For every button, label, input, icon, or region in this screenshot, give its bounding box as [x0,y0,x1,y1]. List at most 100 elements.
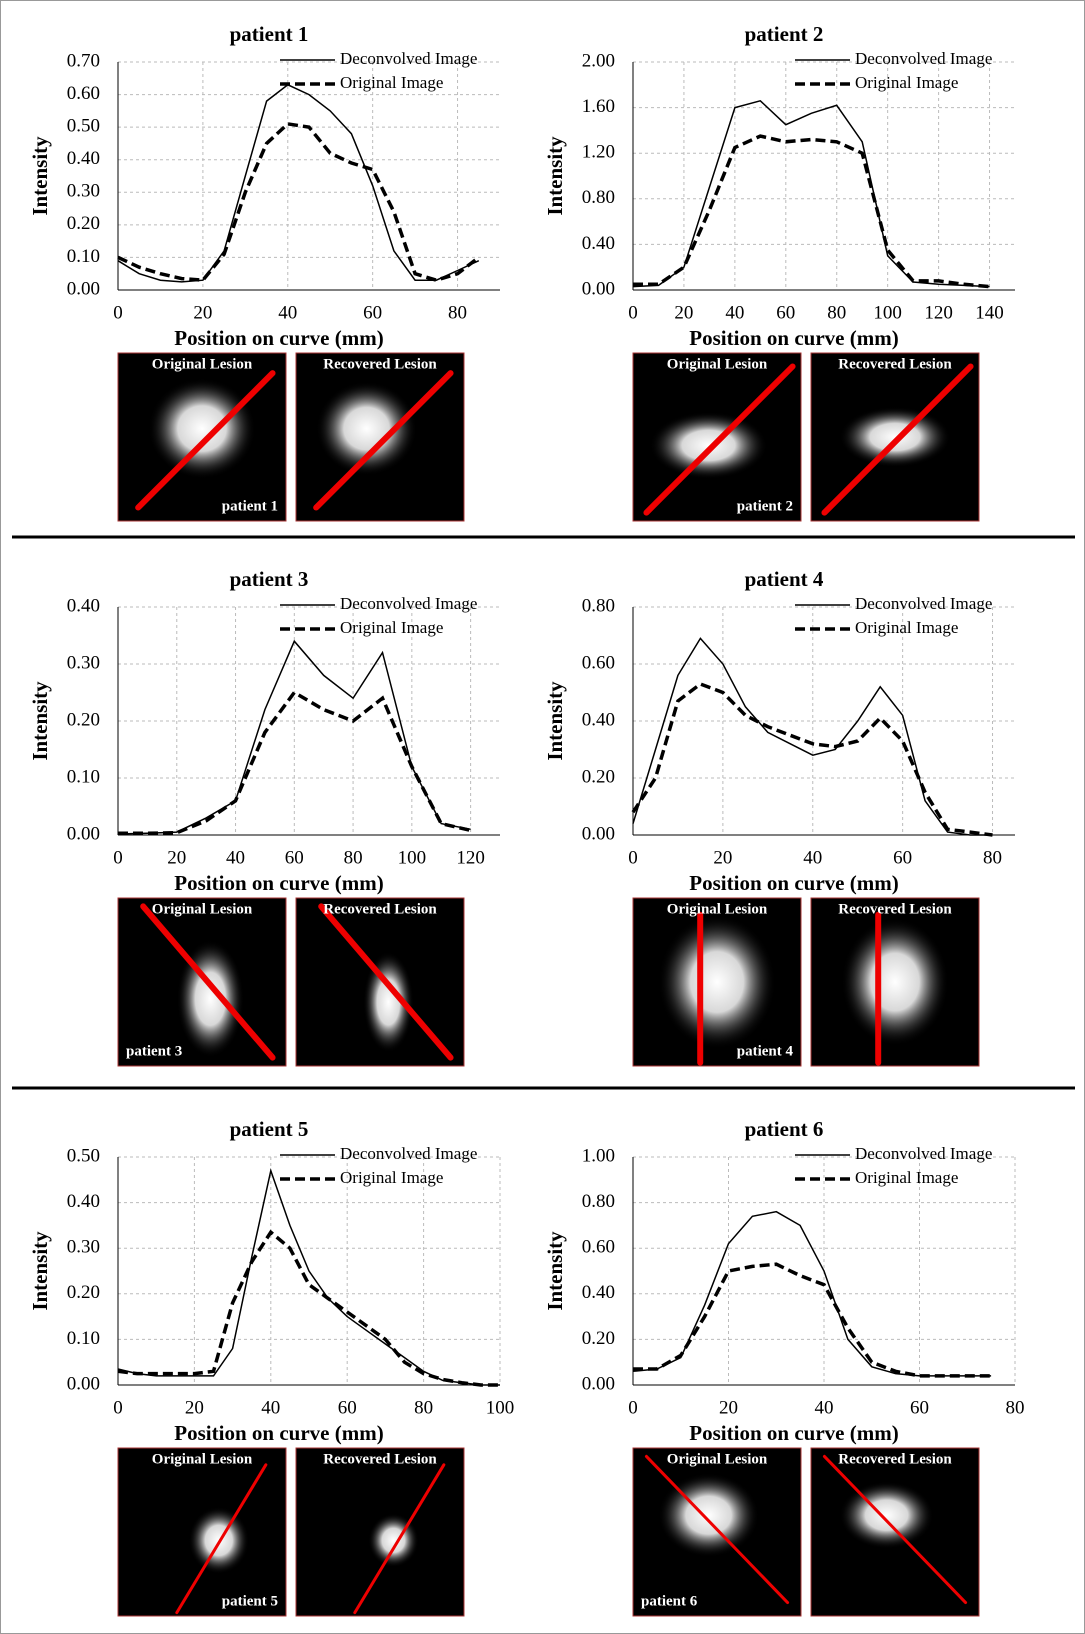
y-tick-label: 0.40 [582,233,615,254]
lesion-blob [649,411,768,479]
legend-label: Deconvolved Image [340,49,477,68]
x-tick-label: 40 [803,847,822,868]
data-line [117,1229,500,1387]
lesion-label: Original Lesion [152,901,253,917]
x-tick-label: 40 [278,302,297,323]
x-tick-label: 0 [113,1397,123,1418]
lesion-label: Original Lesion [667,1451,768,1467]
y-tick-label: 1.60 [582,96,615,117]
y-tick-label: 0.00 [582,1373,615,1394]
chart-panel: patient 5 0.00 0.10 0.20 0.30 0.40 0.50 0 20 40 60… [28,1117,515,1617]
y-tick-label: 0.40 [582,709,615,730]
y-tick-label: 0.10 [67,246,100,267]
profile-line [318,903,454,1061]
chart-title: patient 3 [230,567,309,591]
lesion-label: Recovered Lesion [838,901,952,917]
y-tick-label: 0.20 [67,213,100,234]
x-tick-label: 80 [448,302,467,323]
legend-label: Original Image [340,73,443,92]
x-tick-label: 60 [285,847,304,868]
y-axis-title: Intensity [543,681,567,761]
chart-title: patient 5 [230,1117,309,1141]
y-tick-label: 0.60 [582,1237,615,1258]
y-tick-label: 0.10 [67,766,100,787]
data-line [631,682,993,837]
x-tick-label: 40 [226,847,245,868]
y-axis-title: Intensity [28,136,52,216]
y-tick-label: 0.40 [67,148,100,169]
data-line [118,690,471,836]
x-tick-label: 0 [628,847,638,868]
y-tick-label: 0.00 [67,823,100,844]
y-tick-label: 0.00 [582,278,615,299]
x-tick-label: 20 [713,847,732,868]
patient-label: patient 6 [641,1593,698,1609]
chart-title: patient 2 [745,22,824,46]
x-tick-label: 100 [486,1397,515,1418]
lesion-blob [363,951,414,1053]
x-tick-label: 20 [193,302,212,323]
y-tick-label: 0.30 [67,1237,100,1258]
lesion-label: Recovered Lesion [838,1451,952,1467]
x-tick-label: 60 [338,1397,357,1418]
y-tick-label: 0.20 [582,1328,615,1349]
y-axis-title: Intensity [543,136,567,216]
data-line [632,99,990,288]
y-axis-title: Intensity [28,681,52,761]
lesion-label: Recovered Lesion [323,1451,437,1467]
legend-label: Deconvolved Image [340,594,477,613]
lesion-blob [841,918,949,1046]
data-line [117,122,480,283]
x-tick-label: 80 [344,847,363,868]
lesion-blob [839,406,951,468]
patient-label: patient 4 [737,1043,794,1059]
patient-label: patient 5 [222,1593,278,1609]
profile-line [313,370,454,511]
legend-label: Deconvolved Image [340,1144,477,1163]
x-tick-label: 80 [827,302,846,323]
profile-line [353,1463,446,1615]
legend-label: Original Image [340,1168,443,1187]
data-line [633,134,990,289]
x-tick-label: 20 [185,1397,204,1418]
x-tick-label: 80 [983,847,1002,868]
lesion-label: Recovered Lesion [323,901,437,917]
y-tick-label: 0.20 [67,1282,100,1303]
x-axis-title: Position on curve (mm) [174,326,383,350]
lesion-label: Original Lesion [667,901,768,917]
profile-line [643,363,796,516]
x-tick-label: 60 [776,302,795,323]
x-tick-label: 60 [363,302,382,323]
x-tick-label: 20 [674,302,693,323]
chart-panel: patient 4 0.00 0.20 0.40 0.60 0.80 0 20 40 60 80 Po… [543,567,1015,1067]
legend-label: Original Image [855,1168,958,1187]
x-tick-label: 120 [456,847,485,868]
y-tick-label: 1.20 [582,142,615,163]
legend-label: Deconvolved Image [855,594,992,613]
patient-label: patient 3 [126,1043,182,1059]
y-tick-label: 0.50 [67,116,100,137]
data-line [117,83,480,283]
chart-title: patient 4 [745,567,824,591]
x-tick-label: 100 [873,302,902,323]
legend-label: Original Image [855,618,958,637]
x-tick-label: 20 [167,847,186,868]
data-line [632,637,993,836]
legend-label: Deconvolved Image [855,1144,992,1163]
chart-panel: patient 2 0.00 0.40 0.80 1.20 1.60 2.00 0 20 40 60… [543,22,1015,522]
y-tick-label: 0.20 [582,766,615,787]
y-axis-title: Intensity [543,1231,567,1311]
y-tick-label: 0.60 [582,652,615,673]
x-tick-label: 80 [414,1397,433,1418]
y-tick-label: 0.20 [67,709,100,730]
x-tick-label: 0 [628,1397,638,1418]
lesion-label: Original Lesion [152,1451,253,1467]
profile-line [175,1463,268,1615]
x-tick-label: 0 [113,847,123,868]
y-tick-label: 0.80 [582,1191,615,1212]
x-tick-label: 60 [910,1397,929,1418]
chart-title: patient 1 [230,22,309,46]
lesion-blob [658,914,776,1050]
profile-line [140,903,276,1061]
